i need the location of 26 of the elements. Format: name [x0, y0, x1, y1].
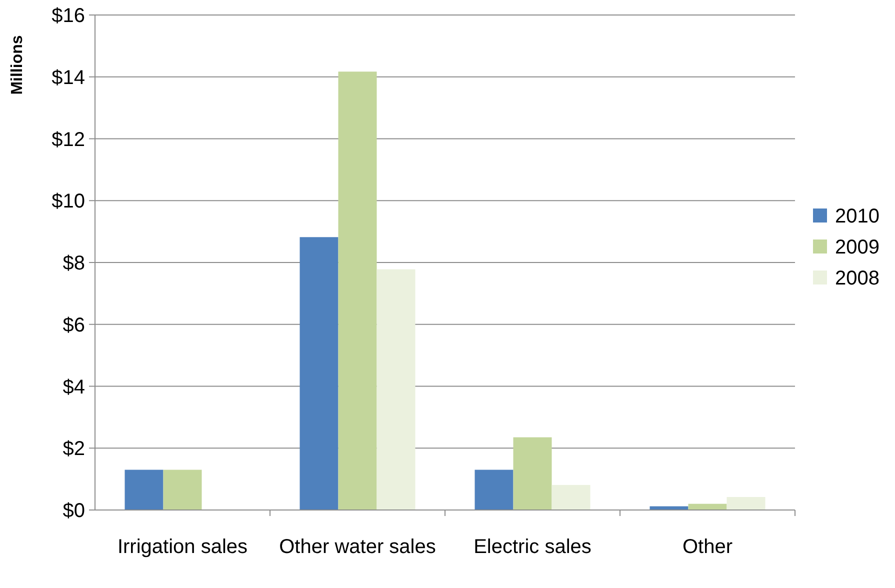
bar	[552, 484, 590, 510]
bar	[300, 237, 338, 510]
y-tick-label: $2	[62, 438, 85, 460]
legend-label: 2010	[835, 206, 880, 228]
x-tick-label: Electric sales	[474, 536, 592, 558]
y-tick-label: $14	[52, 66, 85, 89]
legend-label: 2009	[835, 236, 880, 258]
bar	[726, 497, 766, 510]
y-tick-label: $8	[62, 252, 85, 274]
bar	[513, 437, 552, 510]
y-tick-label: $4	[62, 376, 85, 398]
bar	[376, 269, 416, 510]
bar	[474, 470, 514, 510]
x-tick-label: Other water sales	[279, 536, 436, 558]
y-axis-title: Millions	[9, 35, 26, 95]
y-tick-label: $6	[62, 314, 85, 336]
x-tick-label: Irrigation sales	[117, 536, 248, 558]
y-tick-label: $0	[62, 500, 85, 522]
y-tick-label: $16	[52, 5, 85, 27]
legend-label: 2008	[835, 268, 880, 290]
bar	[338, 72, 377, 510]
y-tick-label: $10	[52, 190, 85, 213]
bar	[124, 470, 164, 510]
x-tick-label: Other	[682, 536, 733, 558]
bar	[163, 470, 202, 510]
y-tick-label: $12	[52, 128, 85, 151]
